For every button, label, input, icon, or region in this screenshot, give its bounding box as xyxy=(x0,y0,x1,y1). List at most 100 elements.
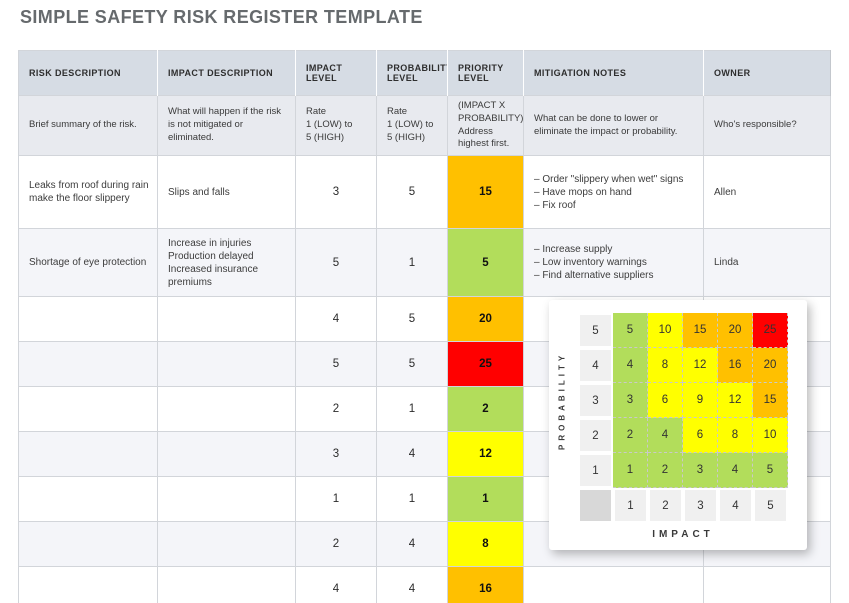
cell-risk-description[interactable] xyxy=(18,476,158,523)
cell-probability-level[interactable]: 4 xyxy=(376,521,448,568)
matrix-cell: 2 xyxy=(648,453,683,488)
cell-impact-level[interactable]: 5 xyxy=(295,228,377,298)
matrix-cell: 6 xyxy=(683,418,718,453)
cell-mitigation-notes[interactable] xyxy=(523,566,704,603)
matrix-cell: 4 xyxy=(613,348,648,383)
table-row: Leaks from roof during rain make the flo… xyxy=(18,155,831,230)
matrix-cell: 4 xyxy=(648,418,683,453)
matrix-row-label: 5 xyxy=(578,313,613,348)
matrix-cell: 15 xyxy=(753,383,788,418)
matrix-cell: 3 xyxy=(683,453,718,488)
cell-impact-description[interactable]: Slips and falls xyxy=(157,155,296,230)
cell-risk-description[interactable] xyxy=(18,521,158,568)
cell-priority-level[interactable]: 16 xyxy=(447,566,524,603)
matrix-row-label: 4 xyxy=(578,348,613,383)
cell-probability-level[interactable]: 4 xyxy=(376,566,448,603)
matrix-cell: 20 xyxy=(753,348,788,383)
matrix-col-label: 4 xyxy=(718,488,753,523)
matrix-cell: 6 xyxy=(648,383,683,418)
table-row: Shortage of eye protection Increase in i… xyxy=(18,228,831,298)
matrix-cell: 5 xyxy=(753,453,788,488)
matrix-cell: 8 xyxy=(718,418,753,453)
column-header-owner: OWNER xyxy=(703,50,831,96)
cell-priority-level[interactable]: 8 xyxy=(447,521,524,568)
matrix-row-label: 2 xyxy=(578,418,613,453)
table-hint-row: Brief summary of the risk. What will hap… xyxy=(18,94,831,157)
risk-register-table: RISK DESCRIPTION IMPACT DESCRIPTION IMPA… xyxy=(18,50,831,603)
cell-priority-level[interactable]: 12 xyxy=(447,431,524,478)
matrix-cell: 12 xyxy=(718,383,753,418)
table-header-row: RISK DESCRIPTION IMPACT DESCRIPTION IMPA… xyxy=(18,50,831,96)
cell-impact-description[interactable] xyxy=(157,566,296,603)
cell-priority-level[interactable]: 1 xyxy=(447,476,524,523)
cell-mitigation-notes[interactable]: – Increase supply – Low inventory warnin… xyxy=(523,228,704,298)
cell-impact-description[interactable] xyxy=(157,296,296,343)
matrix-cell: 10 xyxy=(648,313,683,348)
cell-impact-level[interactable]: 3 xyxy=(295,431,377,478)
cell-priority-level[interactable]: 15 xyxy=(447,155,524,230)
cell-risk-description[interactable]: Leaks from roof during rain make the flo… xyxy=(18,155,158,230)
risk-matrix-card: PROBABILITY 5 5 10 15 20 25 4 4 8 12 16 … xyxy=(549,300,807,550)
cell-probability-level[interactable]: 5 xyxy=(376,341,448,388)
matrix-corner-cell xyxy=(578,488,613,523)
cell-impact-description[interactable]: Increase in injuries Production delayed … xyxy=(157,228,296,298)
matrix-col-label: 2 xyxy=(648,488,683,523)
risk-matrix-grid: 5 5 10 15 20 25 4 4 8 12 16 20 3 3 6 9 1… xyxy=(578,313,788,523)
cell-probability-level[interactable]: 5 xyxy=(376,296,448,343)
cell-impact-level[interactable]: 3 xyxy=(295,155,377,230)
cell-risk-description[interactable] xyxy=(18,296,158,343)
matrix-cell: 1 xyxy=(613,453,648,488)
hint-risk-description: Brief summary of the risk. xyxy=(18,94,158,157)
hint-priority-level: (IMPACT X PROBABILITY) Address highest f… xyxy=(447,94,524,157)
cell-owner[interactable]: Allen xyxy=(703,155,831,230)
hint-impact-level: Rate 1 (LOW) to 5 (HIGH) xyxy=(295,94,377,157)
cell-priority-level[interactable]: 25 xyxy=(447,341,524,388)
cell-risk-description[interactable] xyxy=(18,386,158,433)
cell-probability-level[interactable]: 1 xyxy=(376,386,448,433)
cell-impact-description[interactable] xyxy=(157,521,296,568)
cell-owner[interactable] xyxy=(703,566,831,603)
cell-owner[interactable]: Linda xyxy=(703,228,831,298)
cell-impact-level[interactable]: 5 xyxy=(295,341,377,388)
column-header-mitigation-notes: MITIGATION NOTES xyxy=(523,50,704,96)
cell-priority-level[interactable]: 5 xyxy=(447,228,524,298)
matrix-row-label: 1 xyxy=(578,453,613,488)
cell-impact-description[interactable] xyxy=(157,476,296,523)
matrix-cell: 10 xyxy=(753,418,788,453)
cell-risk-description[interactable] xyxy=(18,566,158,603)
cell-impact-description[interactable] xyxy=(157,341,296,388)
cell-risk-description[interactable]: Shortage of eye protection xyxy=(18,228,158,298)
cell-impact-level[interactable]: 4 xyxy=(295,296,377,343)
cell-risk-description[interactable] xyxy=(18,431,158,478)
matrix-cell: 3 xyxy=(613,383,648,418)
matrix-y-axis-label: PROBABILITY xyxy=(557,351,567,450)
matrix-cell: 16 xyxy=(718,348,753,383)
matrix-cell: 20 xyxy=(718,313,753,348)
matrix-cell: 15 xyxy=(683,313,718,348)
column-header-impact-description: IMPACT DESCRIPTION xyxy=(157,50,296,96)
page-title: SIMPLE SAFETY RISK REGISTER TEMPLATE xyxy=(20,7,423,27)
cell-probability-level[interactable]: 1 xyxy=(376,228,448,298)
matrix-col-label: 3 xyxy=(683,488,718,523)
cell-mitigation-notes[interactable]: – Order "slippery when wet" signs – Have… xyxy=(523,155,704,230)
cell-probability-level[interactable]: 4 xyxy=(376,431,448,478)
column-header-risk-description: RISK DESCRIPTION xyxy=(18,50,158,96)
matrix-cell: 12 xyxy=(683,348,718,383)
cell-risk-description[interactable] xyxy=(18,341,158,388)
matrix-row-label: 3 xyxy=(578,383,613,418)
cell-probability-level[interactable]: 5 xyxy=(376,155,448,230)
cell-priority-level[interactable]: 20 xyxy=(447,296,524,343)
column-header-impact-level: IMPACT LEVEL xyxy=(295,50,377,96)
cell-impact-level[interactable]: 1 xyxy=(295,476,377,523)
table-row: 4 4 16 xyxy=(18,566,831,603)
cell-impact-level[interactable]: 2 xyxy=(295,521,377,568)
hint-owner: Who's responsible? xyxy=(703,94,831,157)
matrix-cell: 8 xyxy=(648,348,683,383)
cell-probability-level[interactable]: 1 xyxy=(376,476,448,523)
cell-priority-level[interactable]: 2 xyxy=(447,386,524,433)
cell-impact-level[interactable]: 4 xyxy=(295,566,377,603)
cell-impact-level[interactable]: 2 xyxy=(295,386,377,433)
cell-impact-description[interactable] xyxy=(157,431,296,478)
cell-impact-description[interactable] xyxy=(157,386,296,433)
